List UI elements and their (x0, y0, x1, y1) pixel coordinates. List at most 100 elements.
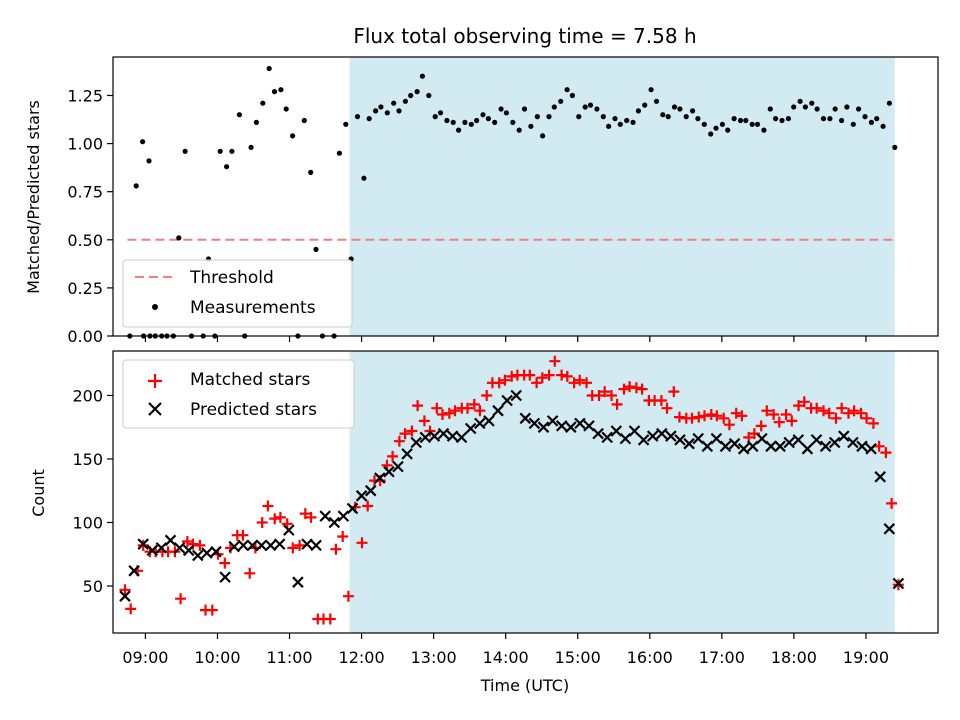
measurement-point (624, 117, 630, 124)
predicted-star-point (765, 440, 777, 453)
predicted-star-point (892, 577, 905, 590)
predicted-star-point (838, 430, 850, 442)
matched-star-point (843, 407, 854, 419)
measurement-point (271, 89, 278, 95)
measurement-point (308, 169, 314, 175)
measurement-point (671, 104, 678, 110)
matched-star-point (437, 409, 448, 420)
legend-predicted-swatch (148, 402, 162, 416)
matched-star-point (287, 542, 299, 554)
matched-star-point (736, 410, 748, 422)
matched-star-point (873, 440, 885, 452)
matched-star-point (181, 536, 193, 547)
measurement-point (444, 117, 450, 124)
measurement-point (492, 119, 498, 125)
predicted-star-point (546, 415, 559, 427)
count-x-ticks: 09:00 10:00 11:00 12:00 13:00 14:00 15:00 16:00… (122, 633, 889, 667)
ratio-panel: 0.00 0.25 0.50 0.75 1.00 1.25 Matched/Predict… (24, 56, 939, 346)
predicted-star-point (847, 436, 859, 449)
measurement-point (419, 73, 425, 79)
ratio-y-tick-label: 0.75 (67, 183, 103, 202)
measurement-point (832, 106, 838, 112)
predicted-star-point (201, 547, 213, 559)
matched-star-point (705, 409, 717, 420)
matched-star-point (524, 369, 536, 381)
predicted-star-point (483, 415, 495, 427)
matched-star-point (599, 386, 611, 398)
measurement-point (850, 121, 856, 127)
predicted-star-point (737, 443, 750, 455)
predicted-star-point (119, 590, 131, 602)
measurement-point (301, 117, 307, 124)
predicted-star-point (374, 472, 386, 484)
measurement-point (827, 116, 833, 122)
predicted-star-point (292, 576, 304, 588)
measurement-point (635, 108, 642, 114)
predicted-star-point (301, 538, 313, 550)
measurement-point (378, 104, 384, 110)
matched-star-point (593, 390, 605, 401)
measurement-point (725, 127, 731, 133)
predicted-star-point (592, 427, 604, 440)
measurement-point (343, 121, 349, 127)
matched-star-point (611, 398, 623, 410)
matched-star-point (718, 412, 730, 424)
matched-star-point (474, 405, 486, 417)
predicted-star-point (273, 538, 286, 550)
legend-matched-swatch (148, 374, 162, 388)
measurement-point (224, 164, 230, 170)
measurement-point (474, 117, 480, 124)
legend-threshold-label: Threshold (189, 268, 274, 288)
predicted-star-point (219, 571, 231, 583)
measurement-point (814, 106, 820, 112)
measurement-point (665, 114, 671, 120)
matched-star-point (693, 411, 705, 423)
x-tick-label: 09:00 (122, 648, 168, 667)
matched-star-point (636, 383, 648, 395)
ratio-plot-frame (112, 56, 939, 337)
count-y-tick-label: 200 (72, 386, 103, 405)
measurement-point (521, 106, 528, 112)
predicted-star-point (683, 437, 695, 450)
predicted-star-point (828, 436, 841, 449)
measurement-point (695, 116, 701, 122)
predicted-star-point (719, 440, 732, 453)
measurement-point (791, 104, 797, 110)
predicted-star-point (810, 434, 823, 446)
measurement-point (313, 246, 319, 252)
measurement-point (391, 100, 397, 106)
ratio-y-axis-label: Matched/Predicted stars (24, 100, 43, 294)
measurement-point (737, 117, 744, 124)
matched-star-point (668, 386, 680, 398)
matched-star-point (256, 517, 268, 528)
matched-star-point (793, 400, 805, 412)
measurement-point (182, 148, 188, 154)
predicted-star-point (728, 437, 741, 450)
predicted-star-point (437, 427, 450, 440)
count-legend: Matched stars Predicted stars (122, 359, 355, 429)
count-plot-frame (112, 350, 939, 634)
matched-star-point (362, 500, 374, 512)
x-tick-label: 10:00 (194, 648, 240, 667)
measurement-point (868, 119, 875, 125)
measurement-point (546, 114, 552, 120)
matched-star-point (711, 410, 723, 422)
predicted-star-point (537, 421, 550, 433)
predicted-star-point (283, 524, 295, 536)
measurement-point (713, 125, 719, 131)
matched-star-point (798, 396, 810, 408)
measurement-point (576, 114, 582, 120)
matched-star-point (305, 511, 317, 523)
count-legend-box (122, 359, 355, 429)
predicted-star-point (747, 440, 759, 453)
matched-star-point (443, 407, 455, 419)
matched-star-point (823, 407, 835, 419)
predicted-star-point (883, 523, 896, 535)
measurement-point (260, 100, 266, 106)
predicted-star-point (510, 389, 522, 402)
predicted-star-point (364, 484, 377, 497)
predicted-star-point (464, 422, 477, 435)
measurement-point (503, 110, 509, 116)
matched-star-point (730, 407, 742, 419)
